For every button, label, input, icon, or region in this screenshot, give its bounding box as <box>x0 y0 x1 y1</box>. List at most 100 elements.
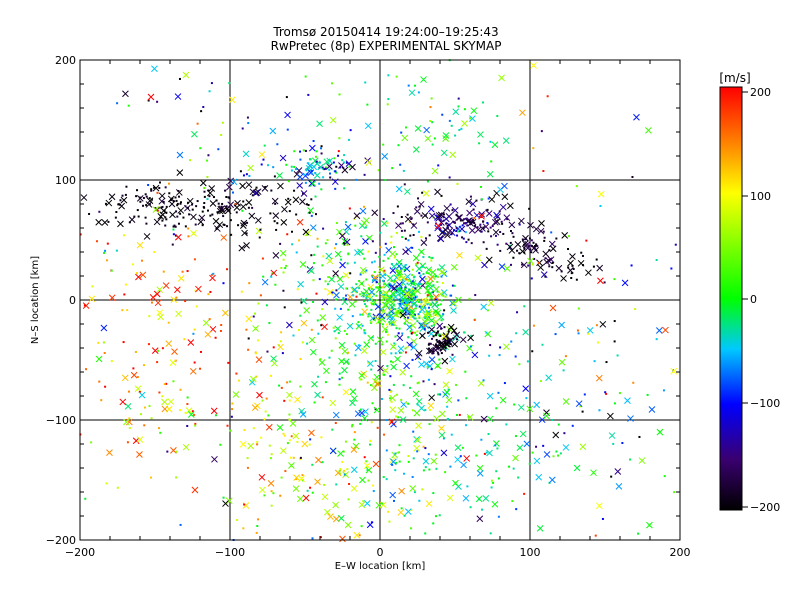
data-point-dot <box>370 421 373 424</box>
data-point-dot <box>321 308 324 311</box>
data-point-dot <box>429 295 432 298</box>
data-point-dot <box>349 272 352 275</box>
data-point-dot <box>300 301 303 304</box>
data-point-dot <box>242 527 245 530</box>
data-point-x <box>101 219 109 226</box>
data-point-dot <box>205 159 208 162</box>
data-point-dot <box>282 258 285 261</box>
data-point-dot <box>407 288 410 291</box>
data-point-dot <box>521 238 524 241</box>
data-point-dot <box>88 212 91 215</box>
data-point-dot <box>440 352 443 355</box>
x-tick-labels: −200 −100 0 100 200 <box>65 546 691 559</box>
data-point-dot <box>255 531 258 534</box>
data-point-dot <box>499 249 502 252</box>
data-point-dot <box>468 297 471 300</box>
data-point-dot <box>374 342 377 345</box>
data-point-dot <box>246 466 249 469</box>
data-point-dot <box>165 205 168 208</box>
data-point-dot <box>532 147 535 150</box>
data-point-dot <box>383 293 386 296</box>
data-point-dot <box>431 337 434 340</box>
data-point-dot <box>567 235 570 238</box>
data-point-x <box>474 254 482 262</box>
data-point-dot <box>474 224 477 227</box>
data-point-dot <box>396 315 399 318</box>
data-point-dot <box>270 189 273 192</box>
data-point-x <box>341 166 349 174</box>
data-point-dot <box>482 241 485 244</box>
data-point-x <box>296 495 304 503</box>
data-point-x <box>183 204 191 212</box>
data-point-x <box>545 374 552 382</box>
data-point-dot <box>390 235 393 238</box>
data-point-dot <box>361 313 364 316</box>
data-point-dot <box>274 283 277 286</box>
data-point-dot <box>512 256 515 259</box>
data-point-dot <box>353 261 356 264</box>
data-point-dot <box>225 196 228 199</box>
data-point-dot <box>449 203 452 206</box>
data-point-dot <box>391 167 394 170</box>
data-point-dot <box>414 290 417 293</box>
data-point-dot <box>126 309 129 312</box>
data-point-dot <box>476 226 479 229</box>
data-point-dot <box>400 267 403 270</box>
data-point-dot <box>203 186 206 189</box>
data-point-dot <box>220 324 223 327</box>
data-point-x <box>323 367 330 375</box>
data-point-dot <box>200 110 203 113</box>
data-point-dot <box>475 199 478 202</box>
data-point-x <box>286 321 293 329</box>
data-point-x <box>486 392 494 400</box>
data-point-dot <box>465 241 468 244</box>
data-point-dot <box>386 365 389 368</box>
data-point-dot <box>354 300 357 303</box>
data-point-dot <box>587 332 590 335</box>
data-point-dot <box>333 247 336 250</box>
data-point-x <box>633 113 640 121</box>
data-point-dot <box>282 271 285 274</box>
data-point-dot <box>485 331 488 334</box>
data-point-dot <box>613 278 616 281</box>
data-point-dot <box>360 525 363 528</box>
data-point-x <box>413 444 421 452</box>
data-point-dot <box>206 198 209 201</box>
data-point-x <box>176 169 184 176</box>
data-point-dot <box>418 205 421 208</box>
data-point-dot <box>248 174 251 177</box>
data-point-x <box>293 474 300 481</box>
data-point-dot <box>176 215 179 218</box>
data-point-x <box>157 213 165 220</box>
data-point-x <box>292 196 300 204</box>
data-point-x <box>277 343 284 351</box>
data-point-x <box>365 466 373 474</box>
data-point-x <box>279 447 287 455</box>
data-point-dot <box>409 234 412 237</box>
data-point-x <box>395 281 403 288</box>
data-point-dot <box>424 214 427 217</box>
data-point-dot <box>252 315 255 318</box>
data-point-dot <box>172 233 175 236</box>
data-point-x <box>258 151 266 158</box>
data-point-dot <box>467 238 470 241</box>
data-point-dot <box>221 121 224 124</box>
data-point-dot <box>164 186 167 189</box>
data-point-x <box>621 279 629 287</box>
data-point-dot <box>432 350 435 353</box>
data-point-x <box>327 513 334 520</box>
data-point-x <box>374 380 381 388</box>
data-point-dot <box>315 160 318 163</box>
data-point-dot <box>418 316 421 319</box>
data-point-dot <box>431 121 434 124</box>
data-point-dot <box>306 489 309 492</box>
data-point-dot <box>161 395 164 398</box>
data-point-dot <box>354 224 357 227</box>
data-point-x <box>437 290 445 298</box>
data-point-dot <box>196 122 199 125</box>
data-point-x <box>435 214 443 221</box>
data-point-dot <box>288 380 291 383</box>
data-point-dot <box>571 424 574 427</box>
data-point-x <box>442 132 450 139</box>
data-point-x <box>255 356 263 363</box>
